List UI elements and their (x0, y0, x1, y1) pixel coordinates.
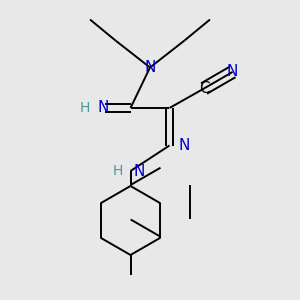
Text: N: N (98, 100, 109, 116)
Text: H: H (112, 164, 123, 178)
Text: N: N (178, 138, 190, 153)
Text: N: N (134, 164, 145, 178)
Text: N: N (144, 60, 156, 75)
Text: H: H (80, 101, 90, 115)
Text: N: N (227, 64, 238, 80)
Text: C: C (199, 81, 209, 96)
